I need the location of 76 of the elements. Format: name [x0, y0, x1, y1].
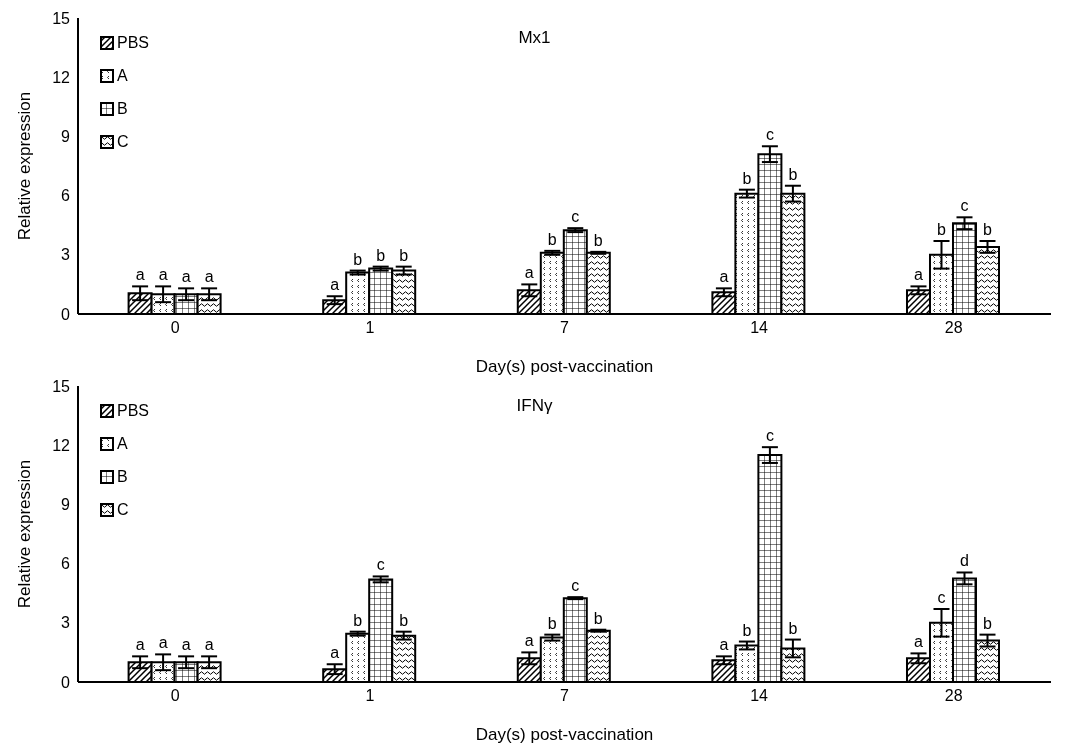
data-label: b	[788, 619, 798, 637]
data-label: b	[547, 614, 557, 632]
x-tick-label: 7	[560, 687, 570, 705]
data-label: a	[914, 633, 924, 651]
y-tick-label: 6	[61, 187, 71, 205]
data-label: c	[571, 577, 580, 595]
data-label: a	[719, 636, 729, 654]
y-tick-label: 6	[61, 555, 71, 573]
x-tick-label: 7	[560, 319, 570, 337]
legend-label: C	[117, 500, 129, 519]
legend-label: C	[117, 132, 129, 151]
data-label: c	[765, 427, 774, 445]
y-axis-title: Relative expression	[15, 91, 35, 241]
x-tick-label: 28	[944, 687, 963, 705]
data-label: a	[204, 636, 214, 654]
y-tick-label: 9	[61, 496, 71, 514]
y-tick-label: 3	[61, 614, 71, 632]
data-label: b	[742, 621, 752, 639]
x-tick-label: 1	[365, 319, 375, 337]
data-label: a	[524, 264, 534, 282]
data-label: b	[788, 165, 798, 183]
data-label: a	[719, 268, 729, 286]
legend-label: PBS	[117, 33, 150, 52]
y-tick-label: 15	[52, 9, 71, 27]
data-label: b	[593, 609, 603, 627]
data-label: b	[742, 169, 752, 187]
x-tick-label: 28	[944, 319, 963, 337]
legend-label: PBS	[117, 401, 150, 420]
y-axis-title: Relative expression	[15, 459, 35, 609]
data-label: c	[960, 197, 969, 215]
data-label: b	[353, 611, 363, 629]
data-label: c	[376, 556, 385, 574]
y-tick-label: 15	[52, 377, 71, 395]
x-axis-title: Day(s) post-vaccination	[475, 357, 654, 376]
x-tick-label: 14	[750, 319, 769, 337]
x-tick-label: 14	[750, 687, 769, 705]
data-label: a	[524, 632, 534, 650]
data-label: b	[983, 614, 993, 632]
data-label: b	[399, 611, 409, 629]
x-axis-title: Day(s) post-vaccination	[475, 725, 654, 743]
legend-label: A	[117, 434, 128, 453]
y-tick-label: 9	[61, 128, 71, 146]
y-tick-label: 3	[61, 246, 71, 264]
legend-label: B	[117, 99, 128, 118]
data-label: b	[376, 246, 386, 264]
data-label: b	[353, 250, 363, 268]
data-label: d	[960, 552, 969, 570]
data-label: a	[135, 636, 145, 654]
data-label: c	[937, 588, 946, 606]
y-tick-label: 0	[61, 305, 71, 323]
data-label: a	[135, 266, 145, 284]
data-label: a	[330, 644, 340, 662]
data-label: b	[399, 246, 409, 264]
data-label: b	[547, 230, 557, 248]
data-label: b	[937, 220, 947, 238]
x-tick-label: 0	[170, 687, 180, 705]
data-label: a	[181, 636, 191, 654]
data-label: b	[593, 231, 603, 249]
data-label: a	[158, 634, 168, 652]
y-tick-label: 12	[52, 68, 71, 86]
data-label: c	[571, 208, 580, 226]
y-tick-label: 0	[61, 673, 71, 691]
text: IFNγ	[516, 396, 553, 415]
data-label: a	[158, 266, 168, 284]
data-label: b	[983, 220, 993, 238]
y-tick-label: 12	[52, 436, 71, 454]
text: Mx1	[518, 28, 551, 47]
data-label: c	[765, 126, 774, 144]
data-label: a	[330, 276, 340, 294]
x-tick-label: 1	[365, 687, 375, 705]
data-label: a	[181, 268, 191, 286]
x-tick-label: 0	[170, 319, 180, 337]
data-label: a	[204, 268, 214, 286]
data-label: a	[914, 266, 924, 284]
legend-label: B	[117, 467, 128, 486]
legend-label: A	[117, 66, 128, 85]
